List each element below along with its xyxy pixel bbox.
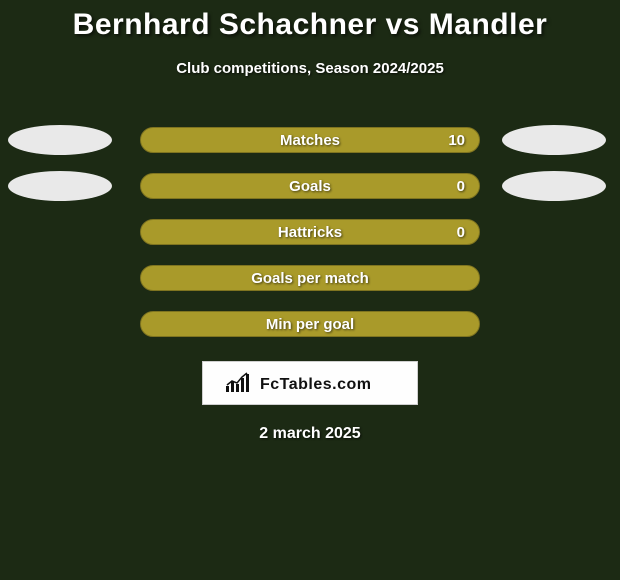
stat-bar: Matches 10	[140, 127, 480, 153]
stat-bar: Goals 0	[140, 173, 480, 199]
brand-logo[interactable]: FcTables.com	[202, 361, 418, 405]
right-ellipse	[502, 171, 606, 201]
left-ellipse	[8, 125, 112, 155]
stat-label: Hattricks	[278, 224, 342, 241]
stats-container: Matches 10 Goals 0 Hattricks 0 Goals per match…	[0, 117, 620, 347]
stat-label: Matches	[280, 132, 340, 149]
brand-logo-text: FcTables.com	[260, 376, 372, 393]
stat-value: 10	[448, 132, 465, 149]
subtitle: Club competitions, Season 2024/2025	[0, 60, 620, 77]
stat-value: 0	[457, 178, 465, 195]
left-ellipse	[8, 171, 112, 201]
stat-label: Goals	[289, 178, 331, 195]
stat-bar: Goals per match	[140, 265, 480, 291]
stat-row: Min per goal	[0, 301, 620, 347]
stat-row: Goals per match	[0, 255, 620, 301]
stat-label: Min per goal	[266, 316, 354, 333]
stat-row: Hattricks 0	[0, 209, 620, 255]
date-label: 2 march 2025	[0, 425, 620, 443]
stat-bar: Min per goal	[140, 311, 480, 337]
stat-bar: Hattricks 0	[140, 219, 480, 245]
page-title: Bernhard Schachner vs Mandler	[0, 0, 620, 42]
stat-row: Goals 0	[0, 163, 620, 209]
stat-row: Matches 10	[0, 117, 620, 163]
stat-value: 0	[457, 224, 465, 241]
right-ellipse	[502, 125, 606, 155]
stat-label: Goals per match	[251, 270, 369, 287]
fctables-logo-icon: FcTables.com	[220, 369, 400, 397]
